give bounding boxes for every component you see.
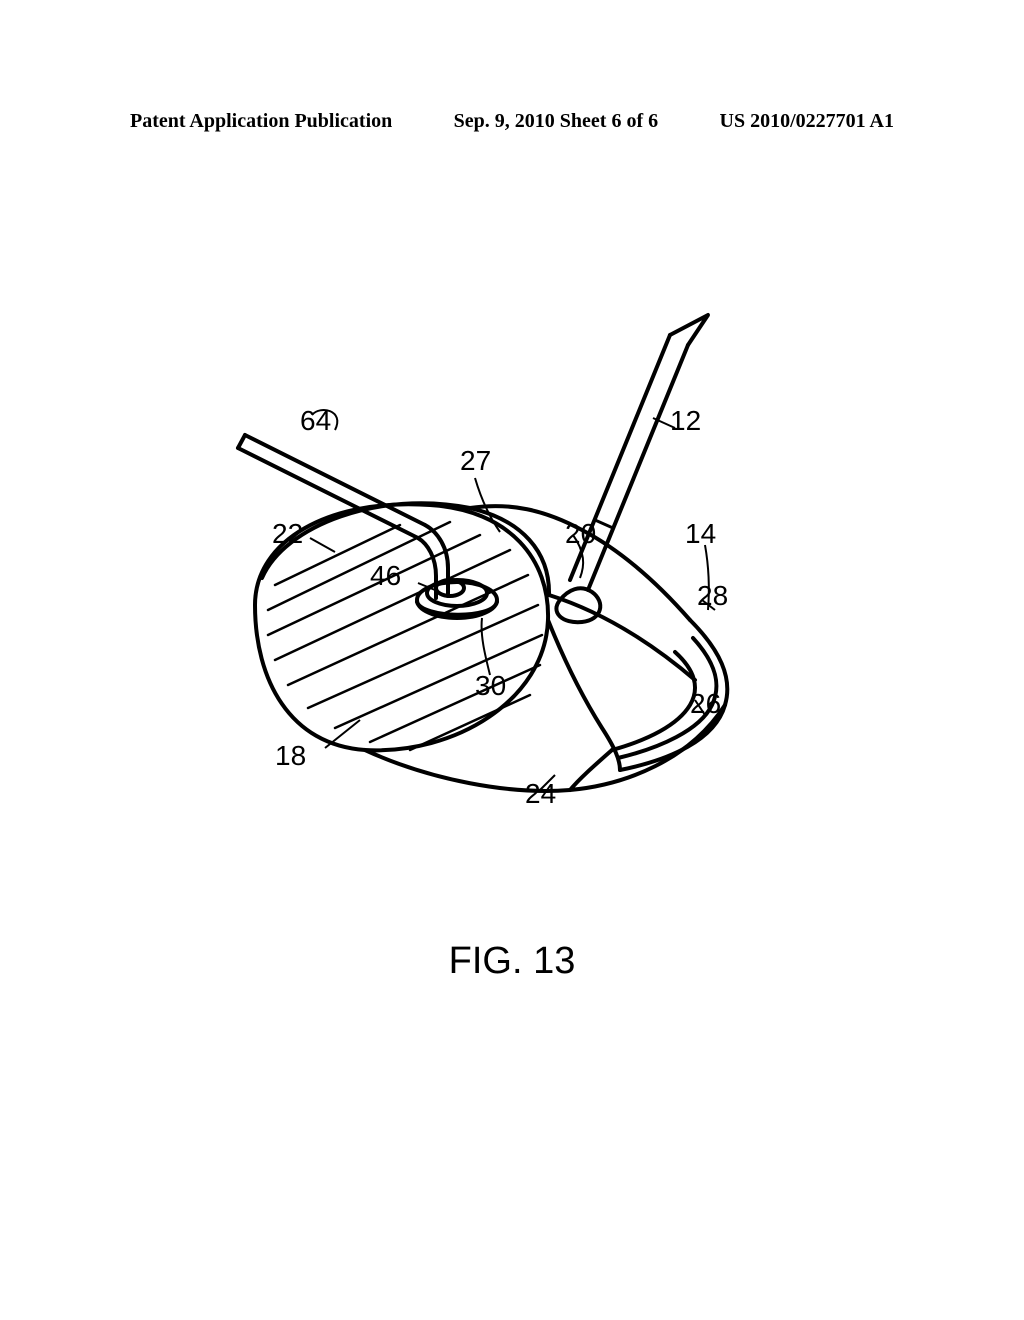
ref-22: 22 xyxy=(272,518,303,550)
header-center: Sep. 9, 2010 Sheet 6 of 6 xyxy=(454,110,658,133)
patent-drawing-svg xyxy=(150,300,890,920)
ref-27: 27 xyxy=(460,445,491,477)
patent-header: Patent Application Publication Sep. 9, 2… xyxy=(130,110,894,133)
ref-14: 14 xyxy=(685,518,716,550)
ref-64: 64 xyxy=(300,405,331,437)
header-right: US 2010/0227701 A1 xyxy=(720,110,894,133)
ref-12: 12 xyxy=(670,405,701,437)
ref-20: 20 xyxy=(565,518,596,550)
ref-28: 28 xyxy=(697,580,728,612)
figure-caption: FIG. 13 xyxy=(0,940,1024,983)
ref-24: 24 xyxy=(525,778,556,810)
ref-26: 26 xyxy=(690,688,721,720)
ref-30: 30 xyxy=(475,670,506,702)
ref-18: 18 xyxy=(275,740,306,772)
page: Patent Application Publication Sep. 9, 2… xyxy=(0,0,1024,1320)
ref-46: 46 xyxy=(370,560,401,592)
header-left: Patent Application Publication xyxy=(130,110,392,133)
figure-13 xyxy=(150,300,890,920)
